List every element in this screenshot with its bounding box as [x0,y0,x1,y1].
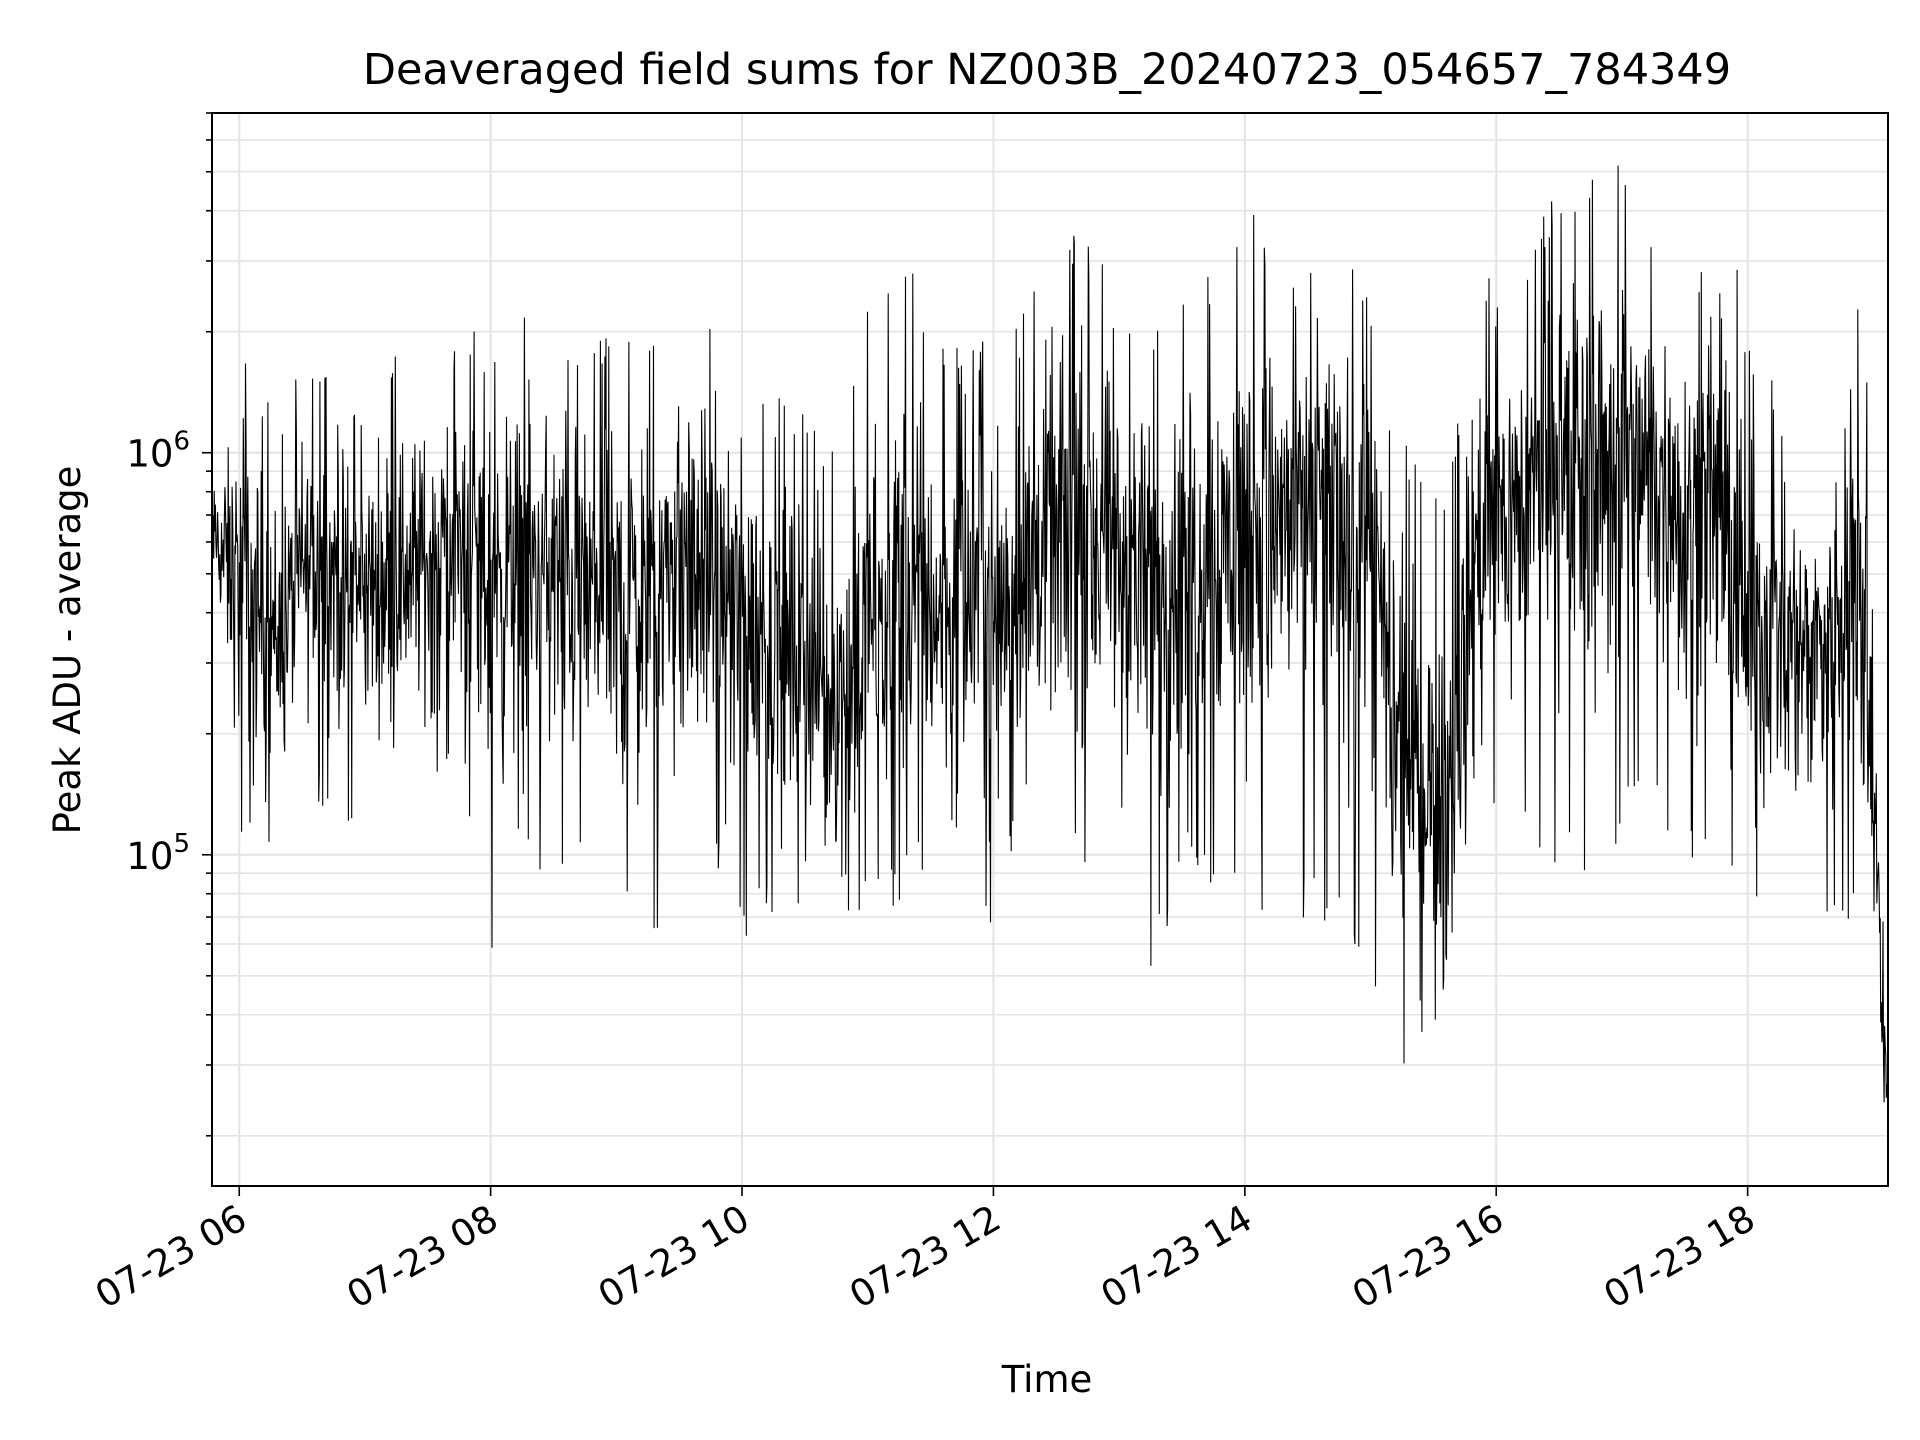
plot-frame [211,112,1889,1187]
y-tick-label: 106 [126,427,190,476]
chart-title: Deaveraged field sums for NZ003B_2024072… [363,45,1731,95]
y-axis-ticks: 105 106 [126,112,212,1137]
x-axis-label: Time [1001,1358,1093,1401]
series-line [211,165,1889,1112]
data-layer [211,165,1889,1112]
y-axis-label: Peak ADU - average [46,466,89,835]
y-tick-label: 105 [126,829,190,878]
